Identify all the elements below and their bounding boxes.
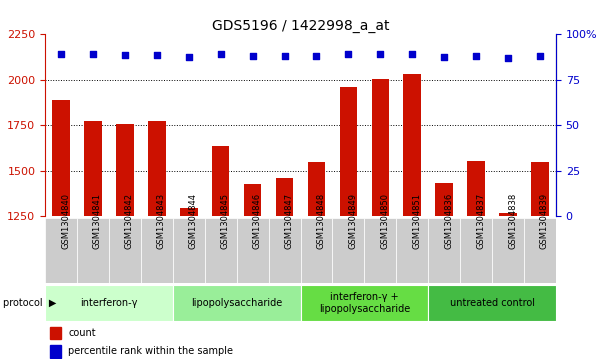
Text: GSM1304844: GSM1304844 (189, 193, 198, 249)
Point (88, 51, 98, 57)
Point (56, 51, 66, 57)
Bar (428, 218, 460, 283)
Point (184, 54, 194, 60)
Text: GSM1304845: GSM1304845 (221, 193, 230, 249)
Bar (50, 327, 61, 339)
Bar (52, 100, 70, 216)
Bar (403, 74, 421, 216)
Point (535, 53, 545, 59)
Text: GSM1304837: GSM1304837 (476, 193, 485, 249)
Bar (332, 218, 364, 283)
Bar (468, 160, 485, 216)
Bar (340, 87, 357, 216)
Bar (371, 79, 389, 216)
Bar (308, 163, 325, 216)
Bar (300, 285, 428, 321)
Text: GSM1304843: GSM1304843 (157, 193, 166, 249)
Bar (435, 183, 453, 216)
Point (407, 51, 417, 57)
Bar (244, 184, 261, 216)
Bar (141, 218, 173, 283)
Bar (524, 218, 556, 283)
Text: GSM1304846: GSM1304846 (252, 193, 261, 249)
Bar (276, 178, 293, 216)
Text: untreated control: untreated control (450, 298, 534, 308)
Bar (364, 218, 396, 283)
Bar (499, 213, 517, 216)
Bar (84, 121, 102, 216)
Point (120, 52, 130, 58)
Text: GSM1304842: GSM1304842 (125, 193, 134, 249)
Text: GSM1304849: GSM1304849 (349, 193, 358, 249)
Text: GSM1304851: GSM1304851 (412, 193, 421, 249)
Bar (45, 218, 77, 283)
Text: GSM1304850: GSM1304850 (380, 193, 389, 249)
Point (152, 52, 162, 58)
Bar (428, 285, 556, 321)
Bar (109, 218, 141, 283)
Text: interferon-γ: interferon-γ (80, 298, 138, 308)
Point (471, 53, 481, 59)
Bar (531, 163, 549, 216)
Bar (492, 218, 524, 283)
Title: GDS5196 / 1422998_a_at: GDS5196 / 1422998_a_at (212, 20, 389, 33)
Bar (173, 285, 300, 321)
Bar (173, 218, 205, 283)
Bar (300, 218, 332, 283)
Text: percentile rank within the sample: percentile rank within the sample (68, 346, 233, 356)
Bar (212, 146, 230, 216)
Text: GSM1304840: GSM1304840 (61, 193, 70, 249)
Text: GSM1304847: GSM1304847 (284, 193, 293, 249)
Text: protocol  ▶: protocol ▶ (3, 298, 56, 308)
Bar (50, 345, 61, 358)
Bar (45, 285, 173, 321)
Bar (237, 218, 269, 283)
Bar (148, 121, 166, 216)
Text: interferon-γ +
lipopolysaccharide: interferon-γ + lipopolysaccharide (319, 292, 410, 314)
Point (216, 52, 225, 57)
Point (439, 54, 449, 60)
Text: GSM1304836: GSM1304836 (444, 193, 453, 249)
Text: GSM1304839: GSM1304839 (540, 193, 549, 249)
Point (503, 55, 513, 61)
Bar (116, 124, 133, 216)
Point (248, 53, 257, 59)
Text: GSM1304848: GSM1304848 (317, 193, 326, 249)
Bar (269, 218, 300, 283)
Bar (180, 208, 198, 216)
Bar (460, 218, 492, 283)
Text: GSM1304841: GSM1304841 (93, 193, 102, 249)
Text: count: count (68, 328, 96, 338)
Text: GSM1304838: GSM1304838 (508, 193, 517, 249)
Text: lipopolysaccharide: lipopolysaccharide (191, 298, 282, 308)
Point (344, 51, 353, 57)
Bar (205, 218, 237, 283)
Point (376, 51, 385, 57)
Bar (396, 218, 429, 283)
Point (279, 53, 289, 59)
Point (312, 53, 322, 59)
Bar (77, 218, 109, 283)
